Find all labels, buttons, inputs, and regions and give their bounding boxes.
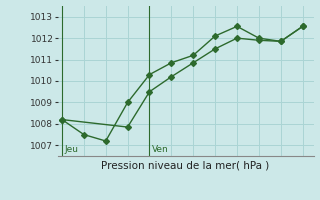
X-axis label: Pression niveau de la mer( hPa ): Pression niveau de la mer( hPa ) [101, 160, 270, 170]
Text: Ven: Ven [152, 145, 168, 154]
Text: Jeu: Jeu [64, 145, 78, 154]
